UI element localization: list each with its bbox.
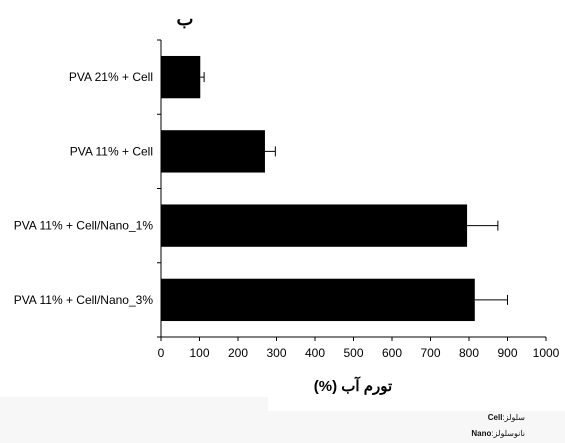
- legend-note-nano: نانوسلولز:Nano: [471, 429, 525, 438]
- bar-2: [161, 204, 468, 247]
- category-label-0: PVA 21% + Cell: [69, 70, 153, 84]
- x-tick-label-4: 400: [305, 346, 325, 360]
- bar-1: [161, 130, 265, 173]
- x-tick-label-7: 700: [420, 346, 440, 360]
- bar-0: [161, 55, 201, 99]
- x-tick-label-8: 800: [459, 346, 479, 360]
- x-tick-label-9: 900: [497, 346, 517, 360]
- category-label-3: PVA 11% + Cell/Nano_3%: [14, 293, 154, 307]
- legend-note-nano-abbr: Nano: [471, 429, 492, 438]
- x-tick-label-5: 500: [343, 346, 363, 360]
- legend-note-cell-text: سلولز: [504, 413, 525, 422]
- category-label-2: PVA 11% + Cell/Nano_1%: [14, 219, 154, 233]
- footer-gap: [268, 397, 565, 411]
- x-tick-label-0: 0: [158, 346, 165, 360]
- x-tick-label-6: 600: [382, 346, 402, 360]
- x-axis-label: تورم آب (%): [314, 376, 392, 395]
- x-tick-label-2: 200: [228, 346, 248, 360]
- legend-note-nano-text: نانوسلولز: [493, 429, 525, 438]
- x-tick-label-1: 100: [189, 346, 209, 360]
- legend-note-cell: سلولز:Cell: [487, 413, 525, 422]
- x-tick-label-10: 1000: [533, 346, 560, 360]
- chart-title: ب: [177, 9, 194, 29]
- legend-note-cell-abbr: Cell: [487, 413, 503, 422]
- bar-3: [161, 278, 475, 322]
- x-tick-label-3: 300: [266, 346, 286, 360]
- category-label-1: PVA 11% + Cell: [70, 144, 153, 158]
